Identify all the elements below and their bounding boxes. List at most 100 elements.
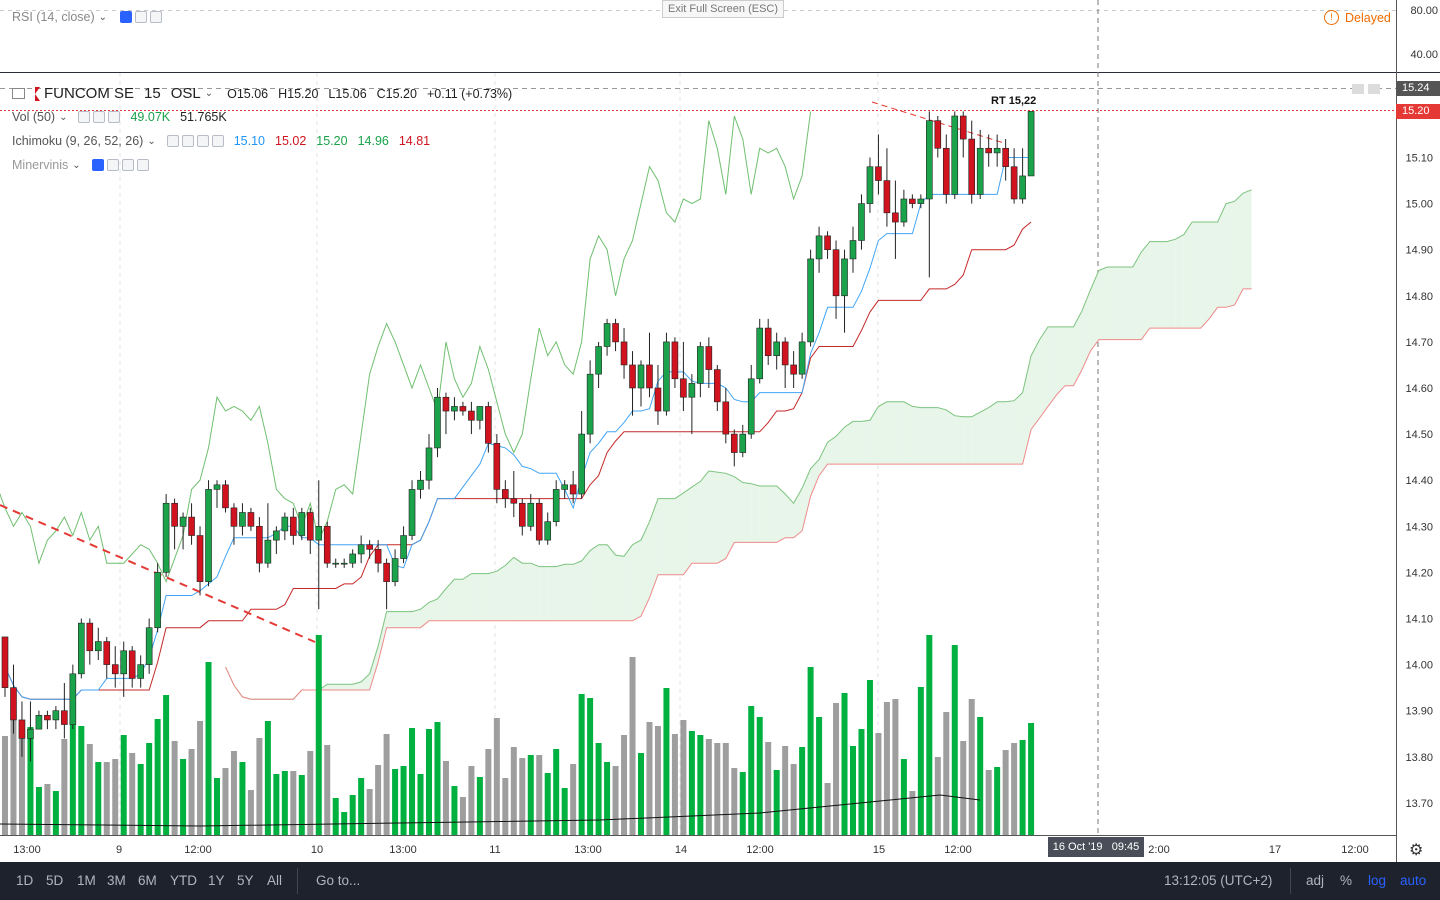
- adjust-toggle[interactable]: adj: [1306, 873, 1325, 888]
- volume-bar: [95, 762, 102, 835]
- symbol-interval[interactable]: 15: [144, 85, 161, 102]
- visibility-icon[interactable]: [78, 111, 91, 123]
- ichimoku-cloud-segment: [895, 401, 904, 465]
- candle-body: [637, 364, 645, 389]
- volume-bar: [10, 719, 17, 835]
- scroll-up-icon[interactable]: [1352, 84, 1364, 94]
- candle-body: [400, 535, 407, 559]
- volume-bar: [977, 717, 984, 835]
- ichimoku-cloud-segment: [1183, 222, 1193, 329]
- price-axis-label: 13.90: [1405, 706, 1433, 718]
- range-5d-button[interactable]: 5D: [46, 873, 64, 888]
- volume-bar: [214, 778, 220, 835]
- volume-bar: [629, 657, 636, 835]
- auto-scale-toggle[interactable]: auto: [1400, 873, 1427, 888]
- candle-body: [162, 502, 170, 573]
- settings-icon[interactable]: [106, 159, 119, 171]
- settings-icon[interactable]: [135, 11, 148, 23]
- volume-bar: [120, 735, 127, 835]
- minervinis-label[interactable]: Minervinis: [12, 158, 69, 172]
- range-1d-button[interactable]: 1D: [16, 873, 34, 888]
- candle-body: [612, 323, 619, 343]
- time-axis-label: 15: [873, 844, 885, 856]
- symbol-name[interactable]: FUNCOM SE: [44, 85, 134, 102]
- ichimoku-label[interactable]: Ichimoku (9, 26, 52, 26): [12, 134, 144, 148]
- vol-label[interactable]: Vol (50): [12, 110, 56, 124]
- visibility-icon[interactable]: [166, 135, 179, 147]
- symbol-legend[interactable]: FUNCOM SE 15 OSL ⌄ O15.06 H15.20 L15.06 …: [12, 85, 512, 102]
- chevron-down-icon[interactable]: ⌄: [72, 159, 81, 171]
- volume-legend[interactable]: Vol (50) ⌄ 49.07K 51.765K: [12, 110, 227, 124]
- chevron-down-icon[interactable]: ⌄: [204, 88, 214, 99]
- volume-bar: [69, 722, 76, 835]
- close-icon[interactable]: [150, 11, 163, 23]
- volume-bar: [434, 722, 441, 835]
- volume-bar: [171, 741, 178, 835]
- range-3m-button[interactable]: 3M: [107, 873, 126, 888]
- goto-button[interactable]: Go to...: [316, 873, 361, 888]
- volume-bar: [426, 729, 432, 835]
- settings-icon[interactable]: [181, 135, 194, 147]
- collapse-icon[interactable]: [12, 88, 25, 99]
- exit-fullscreen-button[interactable]: Exit Full Screen (ESC): [662, 0, 785, 18]
- visibility-icon[interactable]: [91, 159, 104, 171]
- ichimoku-legend[interactable]: Ichimoku (9, 26, 52, 26) ⌄ 15.10 15.02 1…: [12, 134, 430, 148]
- candle-body: [832, 249, 840, 297]
- volume-bar: [510, 747, 517, 835]
- volume-bar: [188, 749, 195, 835]
- delayed-badge[interactable]: ! Delayed: [1324, 10, 1391, 25]
- candle-body: [128, 650, 136, 679]
- range-1y-button[interactable]: 1Y: [208, 873, 225, 888]
- close-icon[interactable]: [211, 135, 224, 147]
- clock-display[interactable]: 13:12:05 (UTC+2): [1164, 873, 1273, 888]
- ichimoku-span-a-value: 14.96: [357, 134, 389, 148]
- range-all-button[interactable]: All: [267, 873, 283, 888]
- volume-bar: [519, 758, 526, 835]
- volume-bar: [875, 733, 882, 835]
- close-icon[interactable]: [136, 159, 149, 171]
- candle-body: [196, 535, 204, 582]
- range-5y-button[interactable]: 5Y: [237, 873, 254, 888]
- source-code-icon[interactable]: [196, 135, 209, 147]
- source-code-icon[interactable]: [121, 159, 134, 171]
- volume-bar: [570, 764, 577, 835]
- price-axis-label: 14.50: [1405, 429, 1433, 441]
- visibility-icon[interactable]: [120, 11, 133, 23]
- price-axis-label: 14.10: [1405, 614, 1433, 626]
- volume-bar: [900, 759, 907, 835]
- symbol-exchange[interactable]: OSL: [170, 85, 201, 102]
- ichimoku-cloud-segment: [1175, 234, 1184, 329]
- annotation-text[interactable]: RT 15,22: [991, 95, 1037, 107]
- ichimoku-cloud-segment: [700, 470, 709, 564]
- chevron-down-icon[interactable]: ⌄: [147, 135, 156, 147]
- range-1m-button[interactable]: 1M: [77, 873, 96, 888]
- settings-gear-icon[interactable]: ⚙: [1409, 842, 1424, 859]
- rsi-legend[interactable]: RSI (14, close) ⌄: [12, 10, 163, 24]
- candle-body: [264, 539, 272, 564]
- price-axis-label: 14.30: [1405, 521, 1433, 533]
- candle-body: [61, 710, 68, 725]
- settings-icon[interactable]: [1368, 84, 1380, 94]
- volume-bar: [129, 753, 136, 835]
- flag-icon[interactable]: [35, 86, 40, 101]
- chevron-down-icon[interactable]: ⌄: [98, 11, 108, 23]
- log-toggle[interactable]: log: [1368, 873, 1387, 888]
- rsi-label[interactable]: RSI (14, close): [12, 10, 95, 24]
- volume-bar: [86, 744, 93, 835]
- range-6m-button[interactable]: 6M: [138, 873, 157, 888]
- range-ytd-button[interactable]: YTD: [170, 873, 197, 888]
- percent-toggle[interactable]: %: [1340, 873, 1353, 888]
- volume-bar: [816, 717, 823, 835]
- ichimoku-lagging-line: [0, 111, 812, 583]
- volume-bar: [493, 718, 500, 835]
- minervinis-legend[interactable]: Minervinis ⌄: [12, 158, 149, 172]
- settings-icon[interactable]: [93, 111, 106, 123]
- candle-body: [111, 664, 119, 675]
- ichimoku-cloud-segment: [1149, 241, 1159, 329]
- ichimoku-cloud-segment: [641, 521, 650, 617]
- chevron-down-icon[interactable]: ⌄: [59, 111, 68, 123]
- main-chart-canvas[interactable]: 15.10 15.00 14.90 14.80 14.70 14.60 14.50 14.40…: [0, 0, 1440, 862]
- time-axis-label: 13:00: [574, 844, 602, 856]
- close-icon[interactable]: [108, 111, 121, 123]
